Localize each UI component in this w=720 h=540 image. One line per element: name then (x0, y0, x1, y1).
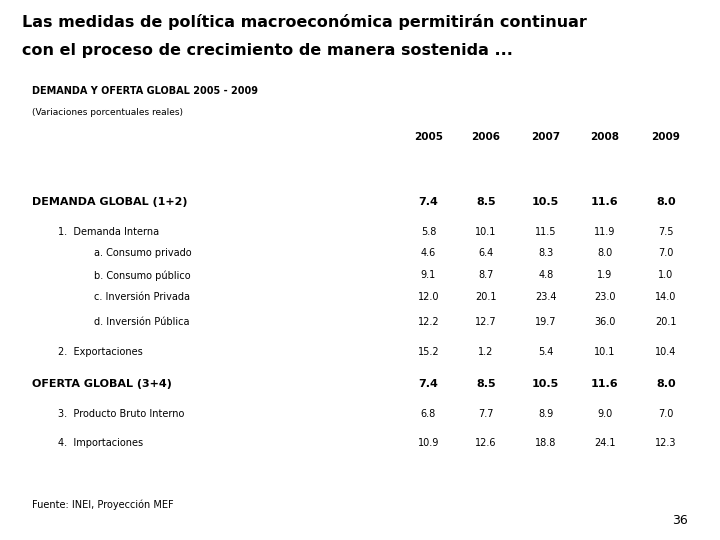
Text: 7.4: 7.4 (418, 379, 438, 389)
Text: 8.5: 8.5 (476, 197, 496, 207)
Text: 1.9: 1.9 (597, 270, 613, 280)
Text: Las medidas de política macroeconómica permitirán continuar: Las medidas de política macroeconómica p… (22, 14, 587, 30)
Text: 5.4: 5.4 (538, 347, 554, 357)
Text: 10.5: 10.5 (532, 379, 559, 389)
Text: 12.3: 12.3 (655, 438, 677, 449)
Text: 7.7: 7.7 (478, 409, 494, 419)
Text: 4.  Importaciones: 4. Importaciones (58, 438, 143, 449)
Text: 7.5: 7.5 (658, 227, 674, 237)
Text: 12.6: 12.6 (475, 438, 497, 449)
Text: 8.3: 8.3 (538, 248, 554, 259)
Text: 4.8: 4.8 (538, 270, 554, 280)
Text: 20.1: 20.1 (655, 317, 677, 327)
Text: 23.4: 23.4 (535, 292, 557, 302)
Text: 8.0: 8.0 (656, 379, 676, 389)
Text: 2009: 2009 (652, 132, 680, 143)
Text: 1.  Demanda Interna: 1. Demanda Interna (58, 227, 158, 237)
Text: 9.0: 9.0 (597, 409, 613, 419)
Text: 23.0: 23.0 (594, 292, 616, 302)
Text: 5.8: 5.8 (420, 227, 436, 237)
Text: Fuente: INEI, Proyección MEF: Fuente: INEI, Proyección MEF (32, 500, 174, 510)
Text: 8.9: 8.9 (538, 409, 554, 419)
Text: 7.4: 7.4 (418, 197, 438, 207)
Text: 3.  Producto Bruto Interno: 3. Producto Bruto Interno (58, 409, 184, 419)
Text: 12.0: 12.0 (418, 292, 439, 302)
Text: DEMANDA Y OFERTA GLOBAL 2005 - 2009: DEMANDA Y OFERTA GLOBAL 2005 - 2009 (32, 86, 258, 97)
Text: d. Inversión Pública: d. Inversión Pública (94, 317, 189, 327)
Text: 20.1: 20.1 (475, 292, 497, 302)
Text: 19.7: 19.7 (535, 317, 557, 327)
Text: a. Consumo privado: a. Consumo privado (94, 248, 192, 259)
Text: 7.0: 7.0 (658, 409, 674, 419)
Text: 8.5: 8.5 (476, 379, 496, 389)
Text: 11.6: 11.6 (591, 197, 618, 207)
Text: 15.2: 15.2 (418, 347, 439, 357)
Text: 7.0: 7.0 (658, 248, 674, 259)
Text: 10.4: 10.4 (655, 347, 677, 357)
Text: 9.1: 9.1 (420, 270, 436, 280)
Text: 1.2: 1.2 (478, 347, 494, 357)
Text: 2005: 2005 (414, 132, 443, 143)
Text: 18.8: 18.8 (535, 438, 557, 449)
Text: 24.1: 24.1 (594, 438, 616, 449)
Text: 2007: 2007 (531, 132, 560, 143)
Text: 12.7: 12.7 (475, 317, 497, 327)
Text: 11.5: 11.5 (535, 227, 557, 237)
Text: 6.8: 6.8 (420, 409, 436, 419)
Text: 11.9: 11.9 (594, 227, 616, 237)
Text: 10.1: 10.1 (594, 347, 616, 357)
Text: 36: 36 (672, 514, 688, 526)
Text: 8.0: 8.0 (597, 248, 613, 259)
Text: c. Inversión Privada: c. Inversión Privada (94, 292, 189, 302)
Text: DEMANDA GLOBAL (1+2): DEMANDA GLOBAL (1+2) (32, 197, 188, 207)
Text: 6.4: 6.4 (478, 248, 494, 259)
Text: 8.0: 8.0 (656, 197, 676, 207)
Text: 10.1: 10.1 (475, 227, 497, 237)
Text: b. Consumo público: b. Consumo público (94, 270, 190, 280)
Text: (Variaciones porcentuales reales): (Variaciones porcentuales reales) (32, 108, 184, 117)
Text: 8.7: 8.7 (478, 270, 494, 280)
Text: 2.  Exportaciones: 2. Exportaciones (58, 347, 143, 357)
Text: 14.0: 14.0 (655, 292, 677, 302)
Text: OFERTA GLOBAL (3+4): OFERTA GLOBAL (3+4) (32, 379, 172, 389)
Text: con el proceso de crecimiento de manera sostenida ...: con el proceso de crecimiento de manera … (22, 43, 513, 58)
Text: 4.6: 4.6 (420, 248, 436, 259)
Text: 36.0: 36.0 (594, 317, 616, 327)
Text: 2006: 2006 (472, 132, 500, 143)
Text: 10.9: 10.9 (418, 438, 439, 449)
Text: 10.5: 10.5 (532, 197, 559, 207)
Text: 1.0: 1.0 (658, 270, 674, 280)
Text: 11.6: 11.6 (591, 379, 618, 389)
Text: 2008: 2008 (590, 132, 619, 143)
Text: 12.2: 12.2 (418, 317, 439, 327)
